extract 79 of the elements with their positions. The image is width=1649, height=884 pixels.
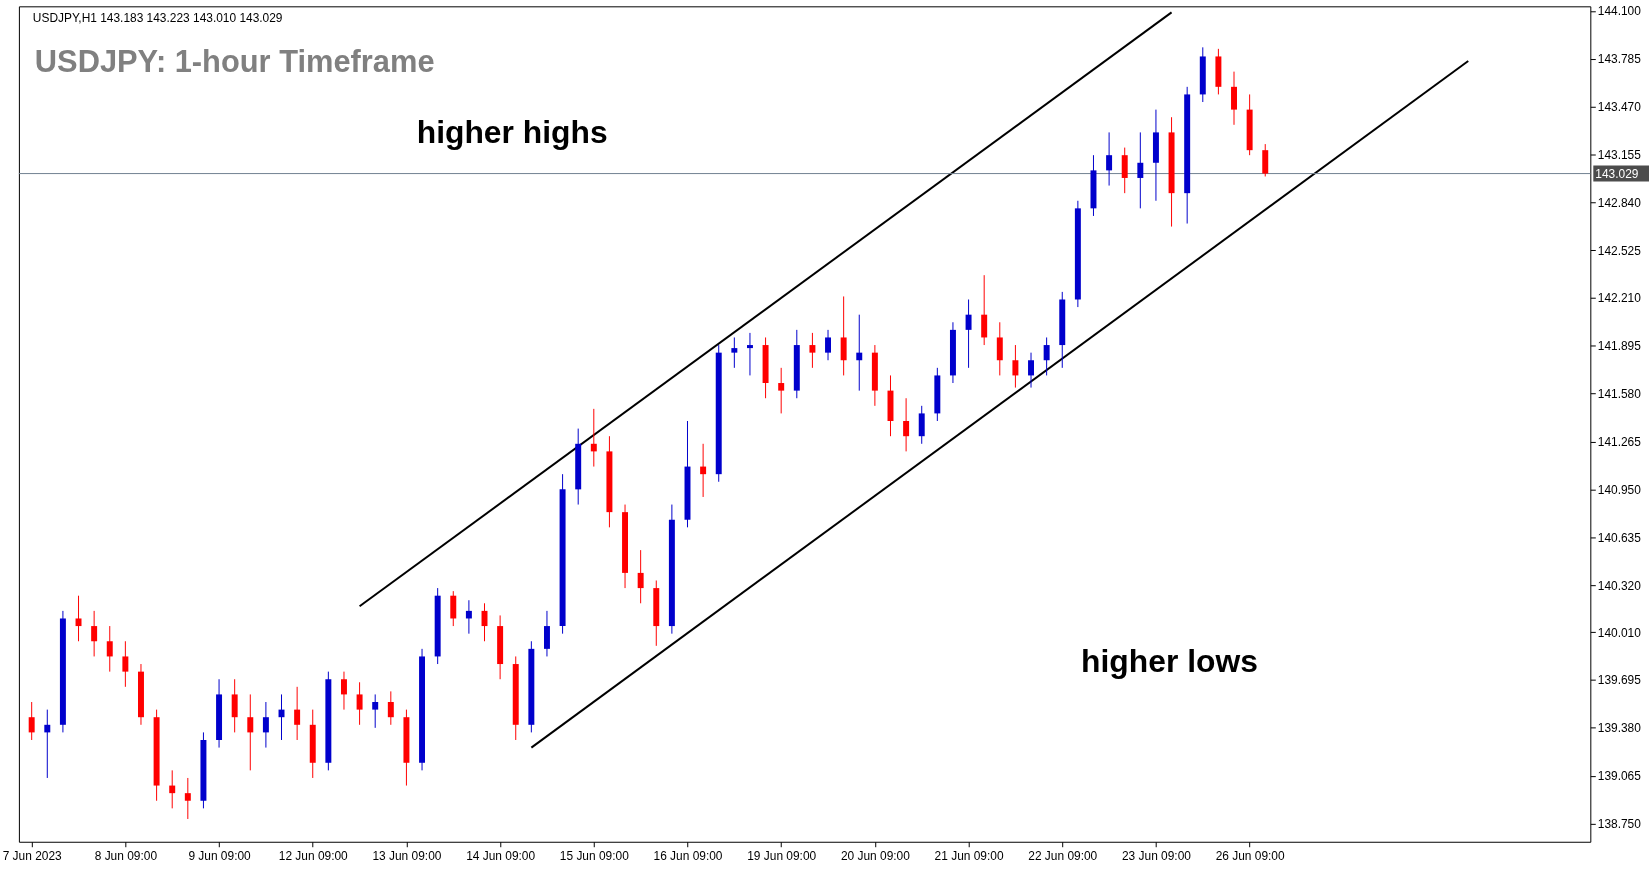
candlestick (387, 690, 394, 726)
x-tick-label: 23 Jun 09:00 (1121, 849, 1192, 864)
candlestick (44, 709, 51, 779)
candlestick (543, 610, 550, 657)
candlestick (231, 678, 238, 733)
x-tick-label: 15 Jun 09:00 (559, 849, 630, 864)
y-tick-label: 142.840 (1597, 195, 1642, 210)
x-tick-label: 20 Jun 09:00 (840, 849, 911, 864)
y-tick-label: 143.470 (1597, 100, 1642, 115)
candlestick (856, 314, 863, 392)
x-tick-label: 21 Jun 09:00 (934, 849, 1004, 864)
y-tick-label: 140.635 (1597, 530, 1642, 545)
candlestick (637, 549, 644, 604)
candlestick (75, 595, 82, 642)
candlestick (169, 769, 176, 809)
x-tick-label: 12 Jun 09:00 (278, 849, 349, 864)
x-tick-label: 8 Jun 09:00 (94, 849, 158, 864)
candlestick (262, 701, 269, 749)
y-tick-label: 142.210 (1597, 291, 1642, 306)
candlestick (106, 625, 113, 673)
x-tick-label: 26 Jun 09:00 (1215, 849, 1285, 864)
x-tick-label: 19 Jun 09:00 (747, 849, 817, 864)
y-tick-label: 140.010 (1597, 625, 1642, 640)
y-tick-label: 139.380 (1597, 721, 1642, 736)
text: USDJPY: 1-hour Timeframe (34, 43, 435, 79)
candlestick (356, 681, 363, 726)
x-tick-label: 14 Jun 09:00 (466, 849, 536, 864)
y-tick-label: 143.155 (1597, 147, 1642, 162)
annotation: higher lows (1081, 642, 1258, 679)
candlestick (294, 686, 301, 741)
annotation: higher highs (416, 113, 608, 150)
candlestick (450, 590, 457, 627)
y-tick-label: 144.100 (1597, 4, 1642, 19)
x-tick-label: 9 Jun 09:00 (188, 849, 252, 864)
annotation: USDJPY,H1 143.183 143.223 143.010 143.029 (32, 11, 283, 26)
candlestick (778, 367, 785, 414)
candlestick (918, 405, 925, 445)
candlestick (184, 777, 191, 820)
y-tick-label: 141.265 (1597, 434, 1642, 449)
y-tick-label: 143.785 (1597, 52, 1642, 67)
candlestick (1106, 131, 1113, 187)
candlestick (28, 701, 35, 741)
ref-line-label: 143.029 (1595, 166, 1639, 181)
y-tick-label: 140.950 (1597, 482, 1642, 497)
candlestick (590, 408, 597, 468)
candlestick (91, 610, 98, 657)
candlestick (1043, 336, 1050, 376)
candlestick (1137, 131, 1144, 209)
candlestick (996, 321, 1003, 376)
x-tick-label: 13 Jun 09:00 (372, 849, 442, 864)
x-tick-label: 7 Jun 2023 (2, 849, 63, 864)
y-tick-label: 140.320 (1597, 578, 1642, 593)
candlestick (1121, 147, 1128, 194)
y-tick-label: 141.895 (1597, 339, 1642, 354)
candlestick (465, 599, 472, 635)
y-tick-label: 142.525 (1597, 243, 1642, 258)
candlestick (731, 336, 738, 369)
candlestick (825, 329, 832, 361)
candlestick (1231, 71, 1237, 126)
candlestick (372, 693, 379, 729)
candlestick (1262, 143, 1269, 177)
y-tick-label: 141.580 (1597, 387, 1642, 402)
candlestick (965, 298, 972, 369)
candlestick (981, 274, 988, 346)
candlestick (247, 693, 254, 771)
candlestick (903, 397, 910, 452)
candlestick (840, 295, 847, 376)
y-tick-label: 139.695 (1597, 673, 1642, 688)
candlestick (1028, 352, 1035, 389)
candlestick (746, 332, 753, 376)
y-tick-label: 138.750 (1597, 817, 1642, 832)
candlestick (1012, 344, 1019, 389)
candlestick (809, 332, 816, 369)
candlestick (340, 671, 347, 711)
x-tick-label: 16 Jun 09:00 (653, 849, 723, 864)
y-tick-label: 139.065 (1597, 769, 1642, 784)
candlestick (122, 640, 129, 688)
x-tick-label: 22 Jun 09:00 (1028, 849, 1098, 864)
candlestick (700, 443, 707, 498)
